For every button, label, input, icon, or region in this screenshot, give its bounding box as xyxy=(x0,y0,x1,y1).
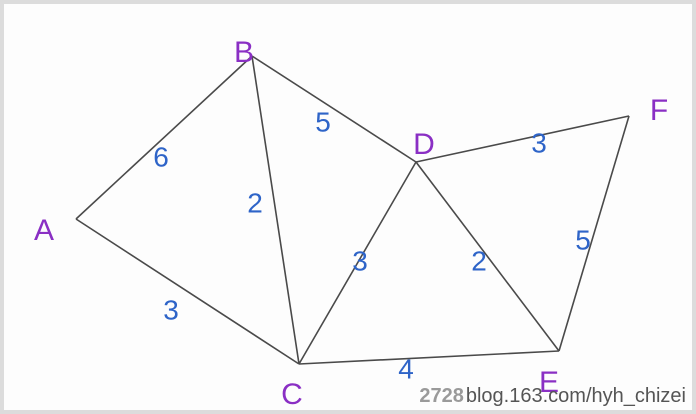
edges-layer xyxy=(75,55,630,365)
edge-a-c xyxy=(75,218,300,365)
edge-a-b xyxy=(75,55,253,220)
node-label-c: C xyxy=(281,378,303,411)
edge-weight-e-f: 5 xyxy=(575,224,591,255)
edge-d-e xyxy=(415,161,560,352)
edge-weight-d-f: 3 xyxy=(531,127,547,158)
edge-c-e xyxy=(298,350,560,365)
watermark: 2728 blog.163.com/hyh_chizei xyxy=(419,385,686,408)
edge-weight-c-e: 4 xyxy=(398,353,414,384)
watermark-text: blog.163.com/hyh_chizei xyxy=(465,385,686,407)
edge-b-d xyxy=(251,55,417,163)
edge-c-d xyxy=(298,161,417,365)
edge-weight-b-d: 5 xyxy=(315,106,331,137)
edge-weight-a-c: 3 xyxy=(163,294,179,325)
nodes-layer: A B C D E F xyxy=(34,36,668,411)
weighted-graph: 6 3 2 5 3 4 2 3 5 A B C D E F xyxy=(34,36,668,411)
edge-e-f xyxy=(558,115,630,352)
node-label-e: E xyxy=(539,366,559,399)
node-label-f: F xyxy=(650,94,668,127)
edge-b-c xyxy=(251,55,300,365)
edge-weight-b-c: 2 xyxy=(247,187,263,218)
edge-weight-d-e: 2 xyxy=(471,245,487,276)
node-label-a: A xyxy=(34,214,54,247)
node-label-b: B xyxy=(234,36,254,69)
edge-weight-c-d: 3 xyxy=(352,245,368,276)
weights-layer: 6 3 2 5 3 4 2 3 5 xyxy=(153,106,591,384)
node-label-d: D xyxy=(413,128,435,161)
edge-weight-a-b: 6 xyxy=(153,141,169,172)
edge-d-f xyxy=(415,115,630,163)
watermark-number: 2728 xyxy=(419,385,464,407)
